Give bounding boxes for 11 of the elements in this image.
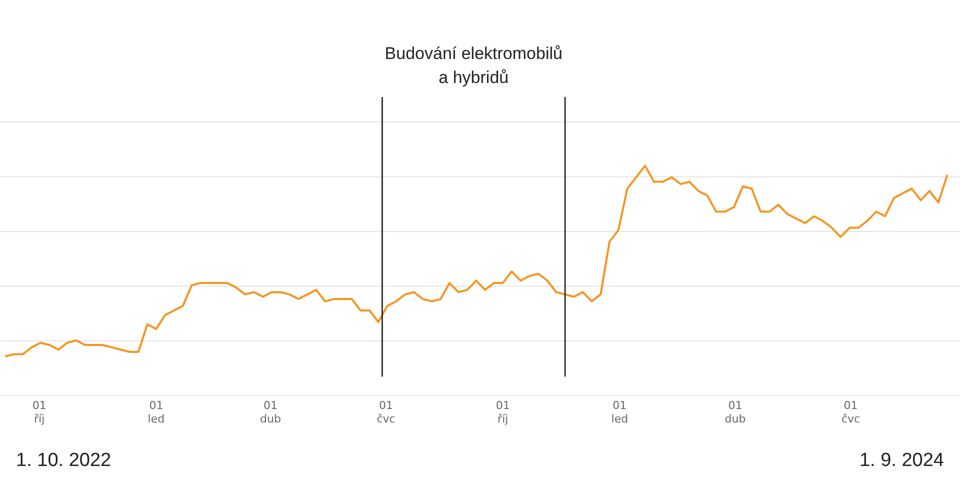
x-tick-label: 01 led [148,399,165,426]
x-tick-label: 01 říj [496,399,510,426]
x-tick-label: 01 dub [260,399,281,426]
x-tick-label: 01 dub [724,399,746,426]
x-tick-label: 01 led [611,399,628,426]
text: 1. 9. 2024 [859,450,944,472]
text: Budování elektromobilů a hybridů [384,43,564,89]
x-tick-label: 01 čvc [841,399,860,426]
x-tick-label: 01 říj [32,399,46,426]
text: 1. 10. 2022 [16,450,112,472]
x-tick-label: 01 čvc [376,399,396,426]
